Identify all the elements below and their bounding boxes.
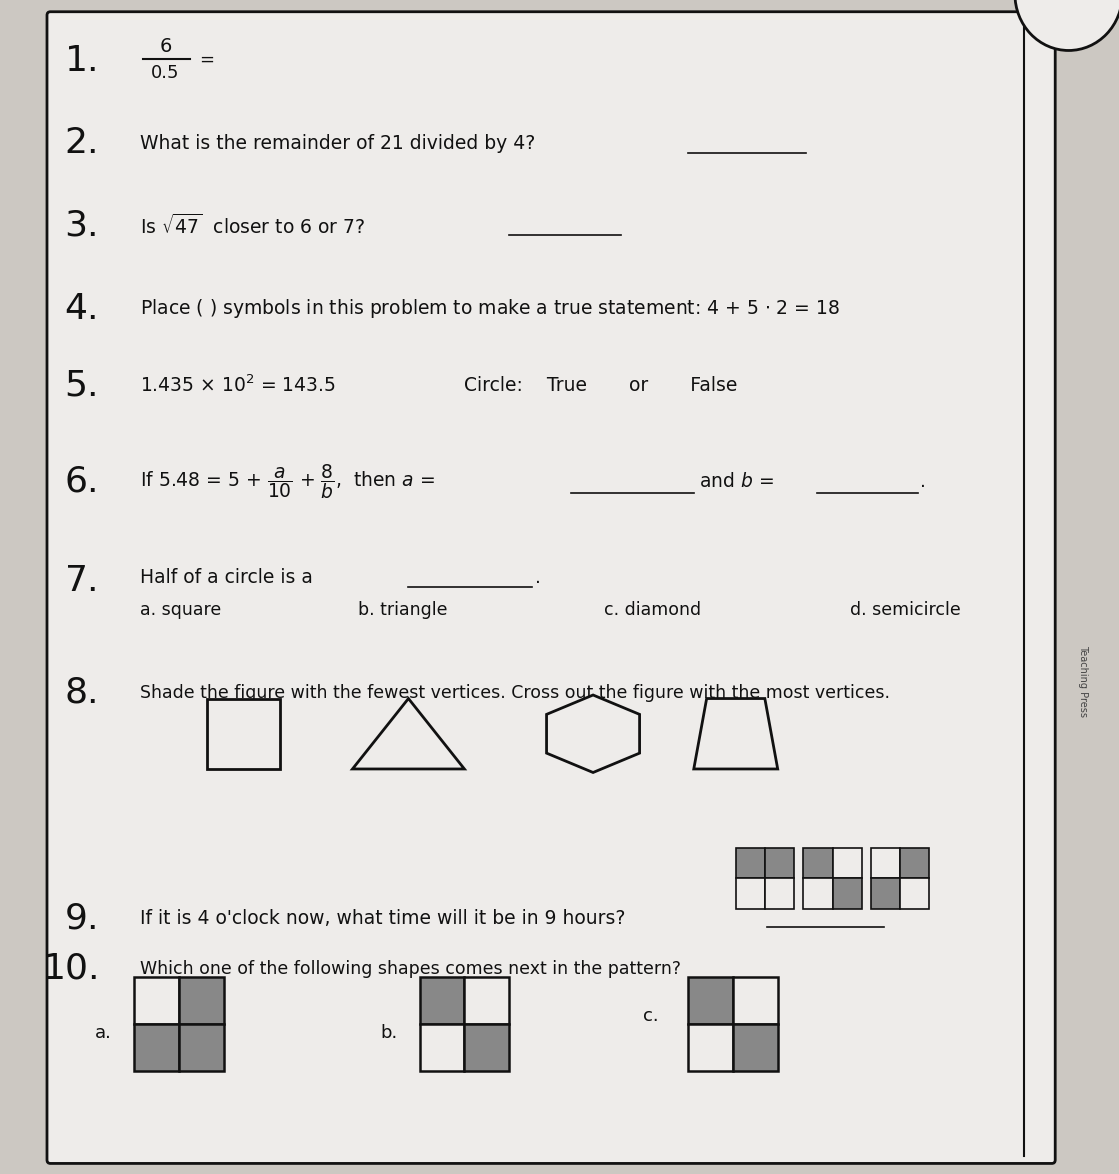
Bar [736,848,765,878]
Text: $\mathbf{\mathit{7.}}$: $\mathbf{\mathit{7.}}$ [64,565,97,598]
Bar [134,977,179,1024]
Text: Which one of the following shapes comes next in the pattern?: Which one of the following shapes comes … [140,959,680,978]
Text: $\mathbf{\mathit{8.}}$: $\mathbf{\mathit{8.}}$ [64,676,97,709]
Text: 1.435 $\times$ 10$^{2}$ = 143.5: 1.435 $\times$ 10$^{2}$ = 143.5 [140,375,336,396]
Bar [833,848,862,878]
Text: c.: c. [643,1006,659,1025]
Text: $\mathbf{\mathit{6.}}$: $\mathbf{\mathit{6.}}$ [64,465,97,498]
Text: $\mathbf{\mathit{1.}}$: $\mathbf{\mathit{1.}}$ [64,45,97,77]
Bar [765,848,794,878]
Bar [900,848,929,878]
Bar [464,977,509,1024]
Text: $\mathbf{\mathit{5.}}$: $\mathbf{\mathit{5.}}$ [64,369,97,402]
Text: $\mathbf{\mathit{2.}}$: $\mathbf{\mathit{2.}}$ [64,127,97,160]
Text: Circle:    True       or       False: Circle: True or False [464,376,737,394]
Polygon shape [352,699,464,769]
Bar [733,977,778,1024]
Text: 0.5: 0.5 [151,63,180,82]
Text: d. semicircle: d. semicircle [850,601,961,620]
Text: =: = [199,50,214,69]
Bar [803,848,833,878]
Text: If it is 4 o'clock now, what time will it be in 9 hours?: If it is 4 o'clock now, what time will i… [140,909,626,927]
Text: Teaching Press: Teaching Press [1079,645,1088,717]
Text: $\mathbf{\mathit{9.}}$: $\mathbf{\mathit{9.}}$ [64,902,97,935]
Bar [900,878,929,909]
Bar [688,1024,733,1071]
Text: .: . [920,472,925,491]
Bar [733,1024,778,1071]
Polygon shape [694,699,778,769]
Bar [464,1024,509,1071]
Text: .: . [535,568,540,587]
Bar [871,878,900,909]
Polygon shape [546,695,640,772]
Text: 6: 6 [159,38,172,56]
FancyBboxPatch shape [47,12,1055,1163]
Circle shape [1015,0,1119,50]
Bar [688,977,733,1024]
Text: c. diamond: c. diamond [604,601,702,620]
Text: Shade the figure with the fewest vertices. Cross out the figure with the most ve: Shade the figure with the fewest vertice… [140,683,890,702]
Text: What is the remainder of 21 divided by 4?: What is the remainder of 21 divided by 4… [140,134,535,153]
Text: If 5.48 = 5 + $\dfrac{a}{10}$ + $\dfrac{8}{b}$,  then $a$ =: If 5.48 = 5 + $\dfrac{a}{10}$ + $\dfrac{… [140,461,434,501]
Bar [420,977,464,1024]
Bar [736,878,765,909]
Text: $\mathbf{\mathit{10.}}$: $\mathbf{\mathit{10.}}$ [41,952,97,985]
Bar [179,1024,224,1071]
Bar [803,878,833,909]
Bar [134,1024,179,1071]
Bar [833,878,862,909]
Text: b. triangle: b. triangle [358,601,448,620]
Bar [765,878,794,909]
Text: Is $\sqrt{47}$  closer to 6 or 7?: Is $\sqrt{47}$ closer to 6 or 7? [140,214,365,237]
Text: a.: a. [95,1024,112,1043]
Text: Place ( ) symbols in this problem to make a true statement: 4 + 5 $\cdot$ 2 = 18: Place ( ) symbols in this problem to mak… [140,297,840,321]
Bar [871,848,900,878]
Text: $\mathbf{\mathit{3.}}$: $\mathbf{\mathit{3.}}$ [64,209,97,242]
Text: a. square: a. square [140,601,222,620]
Text: and $b$ =: and $b$ = [699,472,774,491]
Text: b.: b. [380,1024,397,1043]
Bar [420,1024,464,1071]
Bar [179,977,224,1024]
Text: Half of a circle is a: Half of a circle is a [140,568,312,587]
Bar [207,699,280,769]
Text: $\mathbf{\mathit{4.}}$: $\mathbf{\mathit{4.}}$ [64,292,97,325]
